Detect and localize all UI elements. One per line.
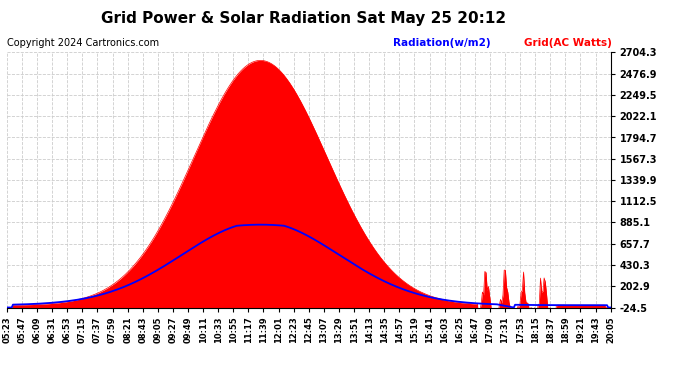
Text: Grid(AC Watts): Grid(AC Watts) [524,38,612,48]
Text: Grid Power & Solar Radiation Sat May 25 20:12: Grid Power & Solar Radiation Sat May 25 … [101,11,506,26]
Text: Radiation(w/m2): Radiation(w/m2) [393,38,491,48]
Text: Copyright 2024 Cartronics.com: Copyright 2024 Cartronics.com [7,38,159,48]
